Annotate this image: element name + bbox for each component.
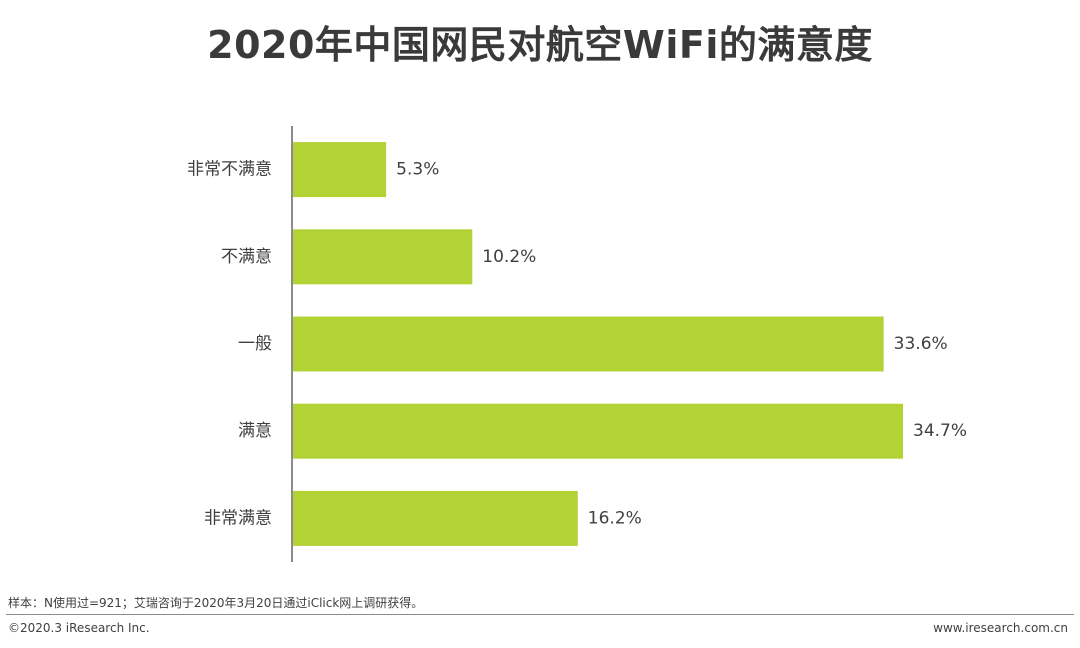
category-label: 不满意 — [221, 247, 272, 267]
bar — [293, 142, 387, 198]
category-label: 非常不满意 — [187, 160, 272, 180]
value-label: 10.2% — [482, 247, 536, 267]
bar — [293, 229, 473, 285]
category-label: 一般 — [238, 334, 272, 354]
category-label: 非常满意 — [204, 508, 272, 528]
bar — [293, 316, 884, 372]
website-url: www.iresearch.com.cn — [933, 621, 1068, 635]
footer-divider — [6, 614, 1074, 615]
value-label: 5.3% — [396, 160, 439, 180]
category-label: 满意 — [238, 421, 272, 441]
bar — [293, 490, 578, 546]
sample-note: 样本：N使用过=921；艾瑞咨询于2020年3月20日通过iClick网上调研获… — [8, 596, 424, 610]
value-label: 34.7% — [913, 421, 967, 441]
chart-title: 2020年中国网民对航空WiFi的满意度 — [207, 23, 873, 67]
value-label: 33.6% — [894, 334, 948, 354]
bar-chart: 非常不满意 5.3% 不满意 10.2% 一般 33.6% 满意 34.7% 非常满意 16.2% — [187, 126, 967, 562]
bar — [293, 403, 903, 459]
copyright-text: ©2020.3 iResearch Inc. — [8, 621, 150, 635]
value-label: 16.2% — [588, 508, 642, 528]
